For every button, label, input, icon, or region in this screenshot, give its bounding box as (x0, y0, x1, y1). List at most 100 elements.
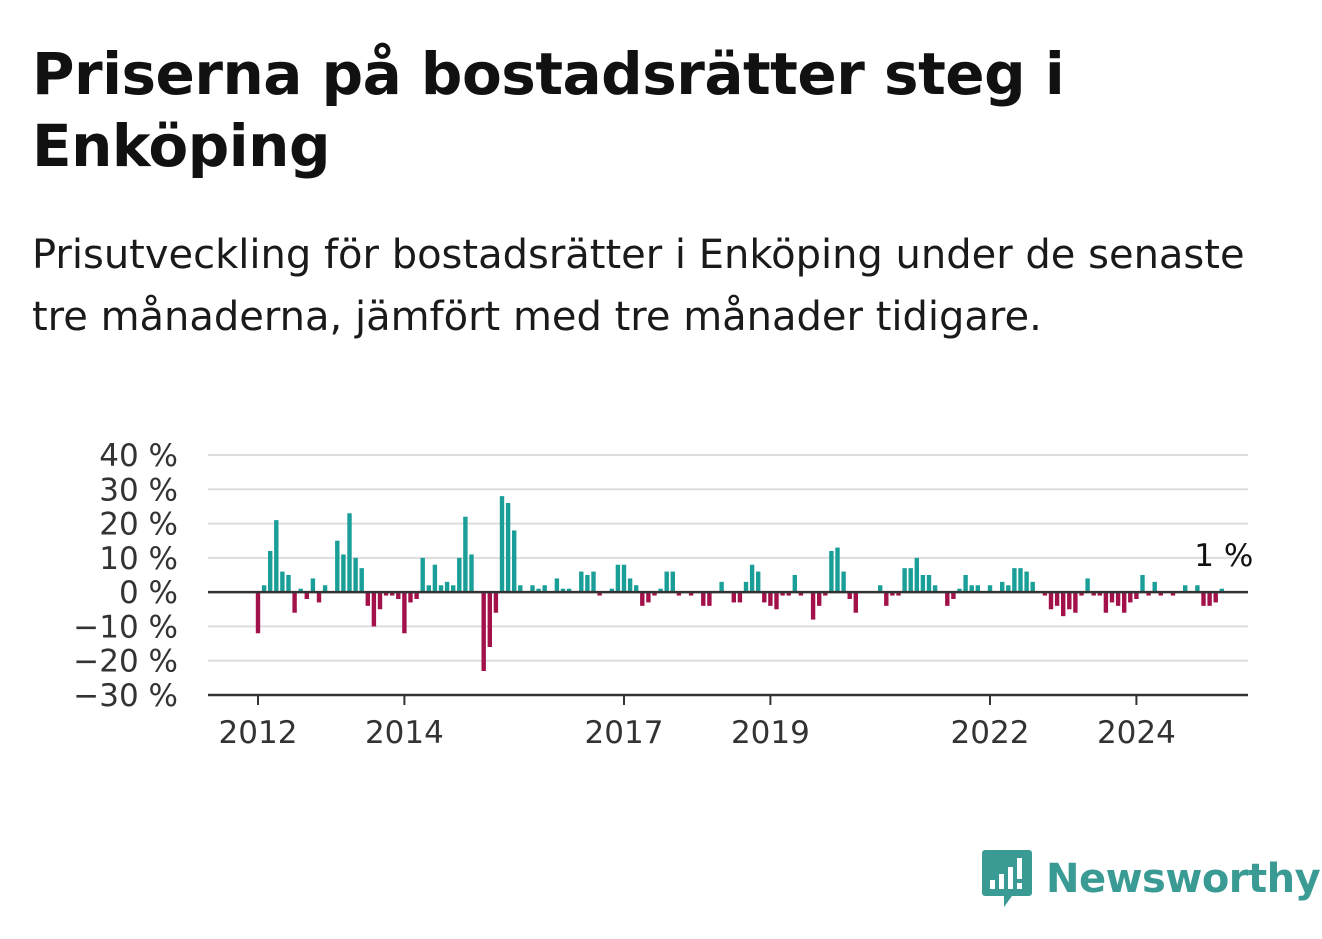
bar (505, 503, 511, 593)
bar (371, 592, 377, 627)
bar (731, 592, 736, 603)
bar (634, 585, 639, 593)
bar (627, 578, 633, 593)
bar (298, 588, 303, 593)
bar (737, 592, 743, 603)
bar (493, 592, 499, 613)
x-tick-label: 2019 (731, 715, 810, 751)
newsworthy-logo: Newsworthy (982, 850, 1321, 908)
bar (280, 571, 285, 593)
bar (481, 592, 486, 671)
bar (932, 585, 938, 593)
bar (1207, 592, 1212, 606)
bar (1109, 592, 1115, 603)
y-tick-label: 0 % (119, 575, 178, 611)
y-tick-label: 40 % (99, 438, 178, 474)
bar (688, 592, 694, 596)
bar (1140, 575, 1145, 593)
bar (554, 578, 560, 593)
bar (444, 581, 450, 593)
bar (499, 496, 505, 593)
bar (316, 592, 322, 603)
bar (926, 575, 932, 593)
bar (768, 592, 773, 606)
bars (255, 496, 1224, 671)
bar (274, 520, 279, 593)
bar (432, 564, 438, 593)
bar (304, 592, 309, 599)
bar (487, 592, 492, 647)
bar (621, 564, 627, 593)
bar (780, 592, 785, 596)
bar (847, 592, 852, 599)
y-axis-ticks: 40 %30 %20 %10 %0 %−10 %−20 %−30 % (73, 438, 178, 714)
latest-value-label: 1 % (1194, 538, 1253, 574)
bar (658, 588, 663, 593)
bar (365, 592, 370, 606)
bar (542, 585, 547, 593)
bar (261, 585, 267, 593)
bar (798, 592, 804, 596)
y-tick-label: 20 % (99, 507, 178, 543)
bar (670, 571, 675, 593)
bar (1183, 585, 1188, 593)
x-tick-label: 2012 (219, 715, 298, 751)
bar (591, 571, 596, 593)
bar (957, 588, 962, 593)
axes (208, 590, 1248, 697)
bar (341, 554, 346, 593)
bar (914, 557, 919, 593)
bar (1085, 578, 1090, 593)
bar-chart: 40 %30 %20 %10 %0 %−10 %−20 %−30 % 2012 2… (73, 438, 1253, 751)
bar (835, 547, 840, 593)
bar (1213, 592, 1218, 603)
bar (518, 585, 523, 593)
bar (597, 592, 602, 596)
bar (1091, 592, 1096, 596)
bar (1115, 592, 1121, 606)
y-tick-label: 10 % (99, 541, 178, 577)
bar (1042, 592, 1048, 596)
y-tick-label: −20 % (73, 644, 178, 680)
bar (451, 585, 456, 593)
bar (1146, 592, 1151, 596)
bar (1018, 568, 1023, 593)
bar (951, 592, 956, 599)
bar (829, 551, 834, 593)
bar (402, 592, 407, 634)
bar (566, 588, 572, 593)
bar (646, 592, 651, 603)
bar (762, 592, 767, 603)
bar (463, 516, 468, 593)
bar (1030, 581, 1035, 593)
bar (640, 592, 645, 606)
bar-chart-speech-bubble-icon (982, 850, 1032, 907)
bar (353, 557, 358, 593)
bar (1024, 571, 1029, 593)
bar (1012, 568, 1017, 593)
bar (585, 575, 590, 593)
bar (1061, 592, 1066, 617)
bar (1048, 592, 1054, 610)
bar (1103, 592, 1109, 613)
bar (347, 513, 352, 593)
bar (1079, 592, 1084, 596)
bar (719, 581, 724, 593)
y-tick-label: −10 % (73, 609, 178, 645)
bar (896, 592, 901, 596)
x-tick-label: 2017 (585, 715, 664, 751)
bar (890, 592, 895, 596)
bar (1219, 588, 1224, 593)
bar (1097, 592, 1102, 596)
bar (792, 575, 797, 593)
bar (322, 585, 328, 593)
brand-name: Newsworthy (1046, 856, 1321, 902)
bar (390, 592, 395, 596)
bar (255, 592, 261, 634)
bar (902, 568, 907, 593)
x-tick-label: 2014 (365, 715, 444, 751)
bar (743, 581, 749, 593)
x-tick-label: 2022 (951, 715, 1030, 751)
bar (841, 571, 846, 593)
bar (1158, 592, 1163, 596)
